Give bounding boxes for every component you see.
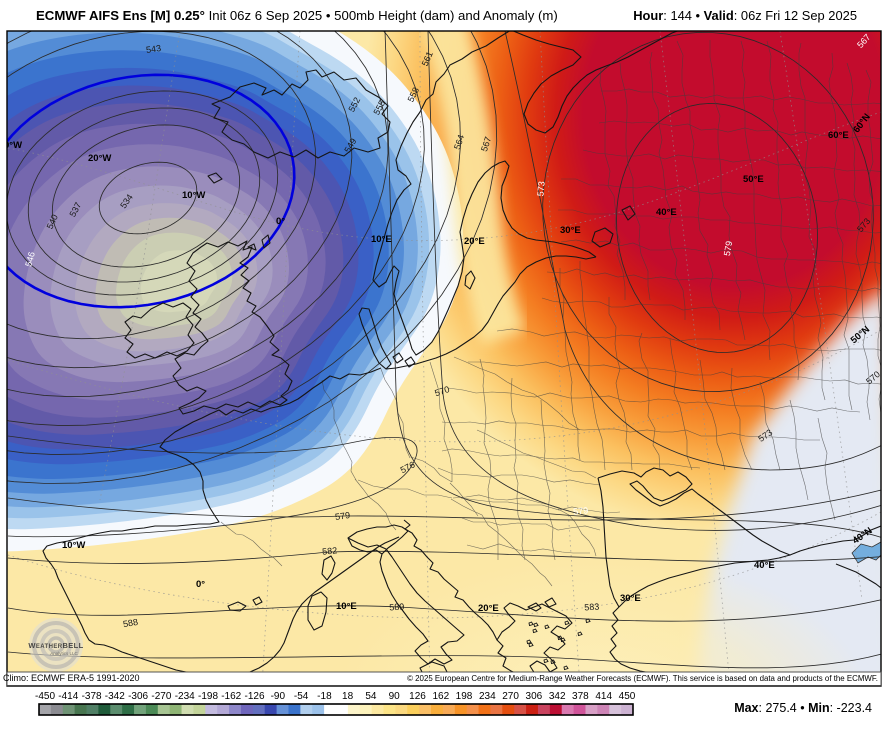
svg-text:589: 589 [389,601,405,612]
svg-text:-162: -162 [221,691,241,702]
svg-text:Max: 275.4 • Min: -223.4: Max: 275.4 • Min: -223.4 [734,701,872,715]
svg-text:567: 567 [479,135,493,152]
svg-text:579: 579 [334,510,350,522]
svg-text:20°W: 20°W [88,153,111,164]
svg-text:90: 90 [389,691,401,702]
svg-text:ECMWF AIFS Ens [M] 0.25° Init: ECMWF AIFS Ens [M] 0.25° Init 06z 6 Sep … [36,8,558,23]
svg-text:WEATHERBELL: WEATHERBELL [28,641,83,650]
svg-text:-450: -450 [35,691,55,702]
svg-text:564: 564 [452,133,466,150]
svg-text:40°E: 40°E [656,207,677,218]
svg-text:10°E: 10°E [371,234,392,245]
svg-text:583: 583 [584,601,600,612]
svg-text:543: 543 [145,43,161,55]
svg-text:Climo: ECMWF ERA-5 1991-2020: Climo: ECMWF ERA-5 1991-2020 [3,673,140,683]
svg-text:579: 579 [722,240,734,257]
svg-text:162: 162 [432,691,449,702]
svg-text:18: 18 [342,691,354,702]
svg-text:198: 198 [456,691,473,702]
svg-text:414: 414 [595,691,612,702]
svg-text:-306: -306 [128,691,148,702]
svg-text:-342: -342 [105,691,125,702]
svg-text:-126: -126 [244,691,264,702]
svg-text:579: 579 [573,505,589,517]
svg-text:0°W: 0°W [4,140,22,151]
svg-text:Hour: 144 • Valid: 06z Fri 12: Hour: 144 • Valid: 06z Fri 12 Sep 2025 [633,8,857,23]
svg-text:20°E: 20°E [478,603,499,614]
svg-text:450: 450 [619,691,636,702]
svg-text:306: 306 [526,691,543,702]
svg-text:270: 270 [502,691,519,702]
svg-text:0°: 0° [196,579,205,590]
svg-text:-54: -54 [294,691,309,702]
svg-text:10°E: 10°E [336,601,357,612]
svg-text:-234: -234 [175,691,195,702]
svg-text:342: 342 [549,691,566,702]
svg-text:234: 234 [479,691,496,702]
svg-text:60°E: 60°E [828,130,849,141]
svg-text:50°E: 50°E [743,174,764,185]
svg-text:54: 54 [365,691,377,702]
svg-text:-198: -198 [198,691,218,702]
svg-text:570: 570 [433,384,450,398]
svg-text:-270: -270 [151,691,171,702]
svg-text:Analytics LLC: Analytics LLC [50,651,78,656]
svg-text:© 2025 European Centre for Med: © 2025 European Centre for Medium-Range … [407,674,878,683]
svg-text:-18: -18 [317,691,332,702]
svg-text:20°E: 20°E [464,236,485,247]
svg-text:378: 378 [572,691,589,702]
svg-text:30°E: 30°E [560,225,581,236]
svg-text:10°W: 10°W [182,190,205,201]
svg-text:-414: -414 [58,691,78,702]
svg-text:126: 126 [409,691,426,702]
svg-text:0°: 0° [276,216,285,227]
svg-text:10°W: 10°W [62,540,85,551]
svg-text:30°E: 30°E [620,593,641,604]
svg-text:588: 588 [122,617,139,629]
svg-text:546: 546 [23,251,37,268]
svg-text:573: 573 [535,181,546,197]
svg-text:40°E: 40°E [754,560,775,571]
svg-text:-90: -90 [271,691,286,702]
svg-text:-378: -378 [82,691,102,702]
svg-text:582: 582 [322,545,338,557]
